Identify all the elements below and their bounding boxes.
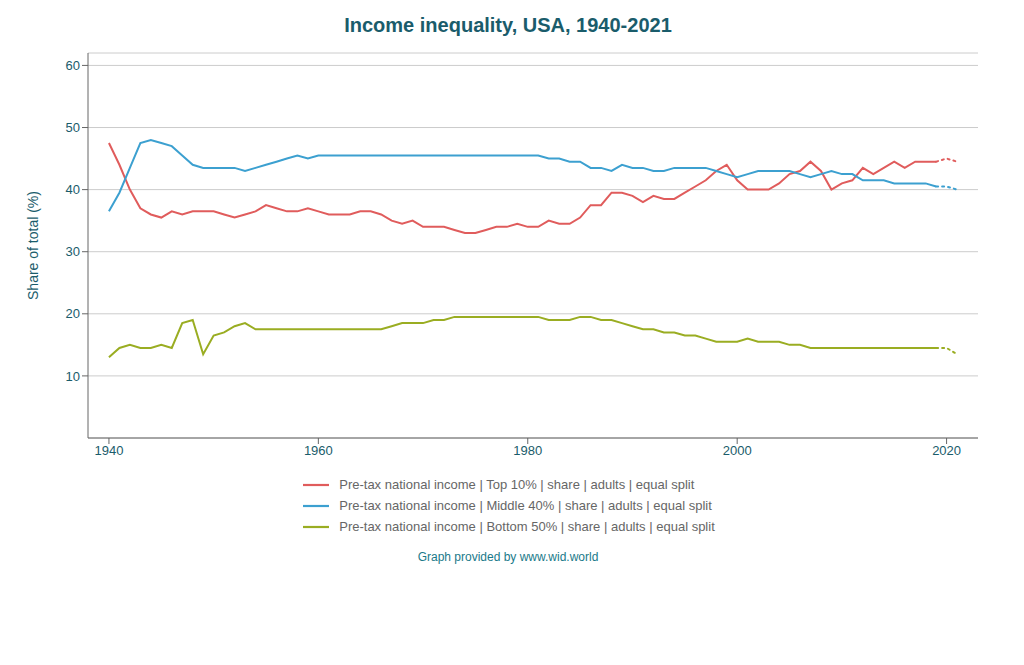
svg-text:40: 40	[66, 182, 80, 197]
html-text:Income inequality, USA, 1940-2: Income inequality, USA, 1940-2021	[344, 14, 672, 36]
svg-text:1940: 1940	[94, 443, 123, 458]
svg-text:1960: 1960	[304, 443, 333, 458]
svg-text:Share of total (%): Share of total (%)	[25, 191, 41, 300]
svg-text:50: 50	[66, 120, 80, 135]
svg-text:10: 10	[66, 369, 80, 384]
svg-text:2020: 2020	[932, 443, 961, 458]
html-text:Graph provided by www.wid.worl: Graph provided by www.wid.world	[417, 550, 599, 564]
html-text:Pre-tax national income | Bott: Pre-tax national income | Bottom 50% | s…	[339, 519, 715, 534]
html-text:Pre-tax national income | Midd: Pre-tax national income | Middle 40% | s…	[339, 498, 712, 513]
svg-text:60: 60	[66, 58, 80, 73]
svg-text:1980: 1980	[513, 443, 542, 458]
svg-text:20: 20	[66, 306, 80, 321]
svg-text:2000: 2000	[723, 443, 752, 458]
svg-text:30: 30	[66, 244, 80, 259]
html-text:Pre-tax national income | Top: Pre-tax national income | Top 10% | shar…	[339, 477, 695, 492]
